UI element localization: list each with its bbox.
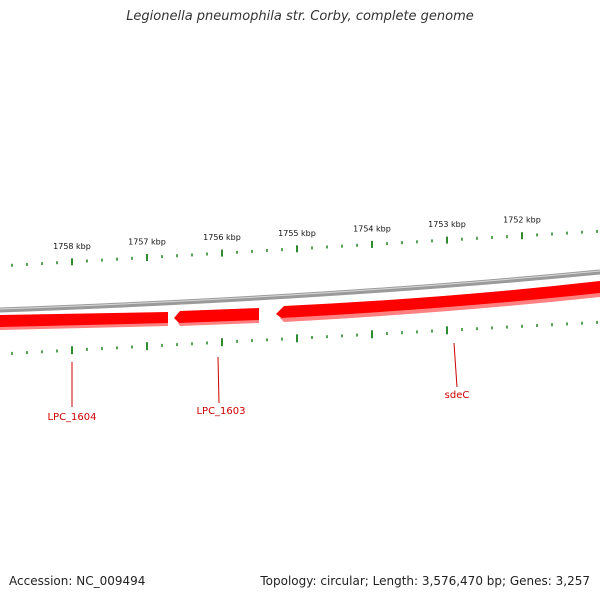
inner-scale-ticks [11, 320, 598, 355]
scale-tick-label: 1753 kbp [428, 220, 466, 229]
genome-stats-text: Topology: circular; Length: 3,576,470 bp… [260, 574, 590, 588]
gene-sdec-arrow[interactable] [276, 281, 600, 320]
genome-backbone [0, 269, 600, 313]
gene-sdec-shadow [280, 293, 600, 322]
genome-backbone-highlight [0, 270, 600, 310]
scale-tick-label: 1758 kbp [53, 242, 91, 251]
gene-label-sdec[interactable]: sdeC [445, 390, 470, 401]
leader-line-sdec [453, 342, 458, 388]
scale-tick-label: 1757 kbp [128, 238, 166, 247]
scale-tick-label: 1754 kbp [353, 224, 391, 233]
scale-tick-label: 1756 kbp [203, 233, 241, 242]
gene-track [0, 281, 600, 330]
gene-lpc-1603-arrow[interactable] [174, 308, 259, 324]
map-title: Legionella pneumophila str. Corby, compl… [126, 9, 474, 24]
outer-scale-ticks [11, 229, 598, 267]
leader-line-lpc-1603 [217, 356, 220, 404]
outer-scale-labels: 1758 kbp 1757 kbp 1756 kbp 1755 kbp 1754 kbp… [53, 216, 541, 251]
gene-lpc-1604-shadow [0, 323, 168, 330]
scale-tick-label: 1752 kbp [503, 216, 541, 225]
scale-tick-label: 1755 kbp [278, 229, 316, 238]
gene-label-lpc-1604[interactable]: LPC_1604 [47, 412, 96, 423]
accession-text: Accession: NC_009494 [9, 574, 146, 588]
gene-lpc-1603-shadow [178, 320, 259, 326]
gene-label-lpc-1603[interactable]: LPC_1603 [196, 406, 245, 417]
